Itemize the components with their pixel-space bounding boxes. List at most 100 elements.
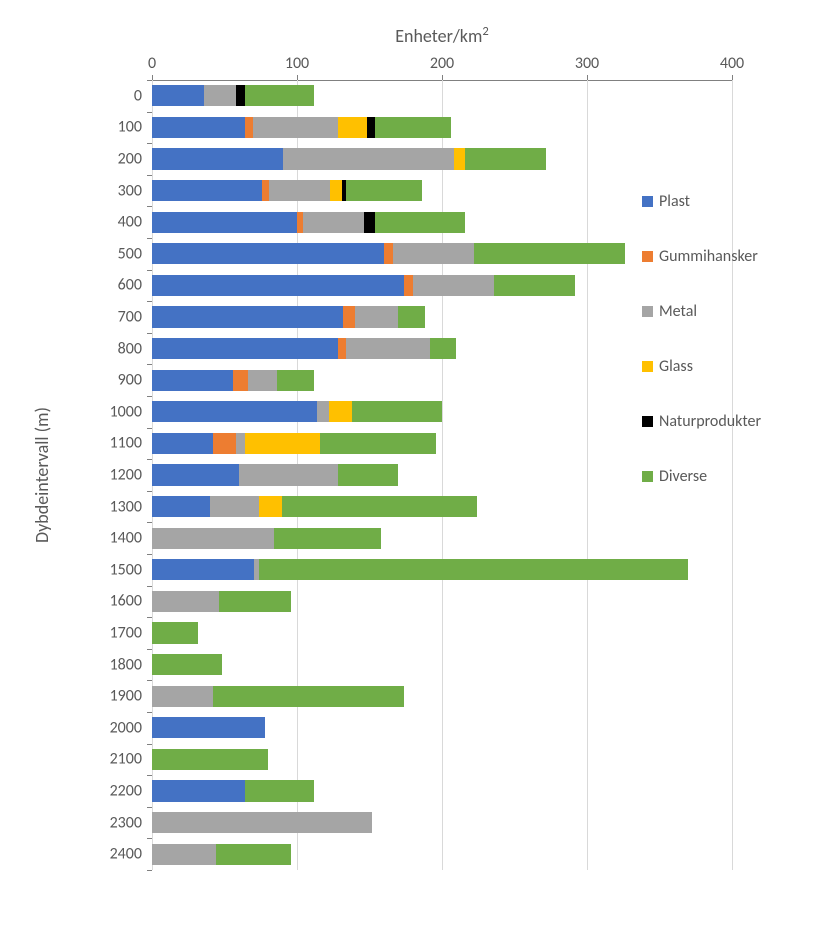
bar-segment-metal [283, 148, 454, 169]
y-category-label: 1300 [110, 497, 152, 516]
bar-segment-metal [346, 338, 430, 359]
bar-segment-plast [152, 338, 338, 359]
bar-segment-plast [152, 559, 254, 580]
legend-swatch [642, 196, 653, 207]
bar-segment-diverse [320, 433, 436, 454]
y-tick [147, 491, 152, 492]
y-category-label: 2100 [110, 750, 152, 769]
bar-segment-diverse [352, 401, 442, 422]
legend-item-diverse: Diverse [642, 467, 761, 486]
y-tick [147, 744, 152, 745]
y-category-label: 2300 [110, 813, 152, 832]
bar-segment-plast [152, 275, 404, 296]
bar-row [152, 749, 268, 770]
legend-item-naturprodukter: Naturprodukter [642, 412, 761, 431]
legend-item-metal: Metal [642, 302, 761, 321]
bar-row [152, 591, 291, 612]
legend-swatch [642, 471, 653, 482]
y-category-label: 800 [118, 339, 152, 358]
bar-segment-diverse [152, 654, 222, 675]
y-category-label: 1500 [110, 560, 152, 579]
bar-segment-metal [152, 591, 219, 612]
y-category-label: 1200 [110, 466, 152, 485]
y-tick [147, 206, 152, 207]
y-tick [147, 143, 152, 144]
bar-row [152, 338, 456, 359]
legend-swatch [642, 306, 653, 317]
legend-item-glass: Glass [642, 357, 761, 376]
bar-segment-diverse [282, 496, 476, 517]
x-tick-label: 0 [148, 54, 156, 73]
bar-segment-metal [355, 306, 399, 327]
bar-segment-plast [152, 780, 245, 801]
bar-segment-diverse [274, 528, 381, 549]
bar-segment-diverse [245, 780, 315, 801]
bar-row [152, 180, 422, 201]
bar-segment-naturprodukter [236, 85, 245, 106]
bar-row [152, 85, 314, 106]
bar-row [152, 148, 546, 169]
x-tick [152, 75, 153, 80]
bar-segment-diverse [430, 338, 456, 359]
bar-segment-plast [152, 180, 262, 201]
y-category-label: 0 [134, 86, 152, 105]
y-tick [147, 112, 152, 113]
x-tick [587, 75, 588, 80]
bar-row [152, 717, 265, 738]
bar-segment-gummihansker [262, 180, 269, 201]
y-tick [147, 459, 152, 460]
y-tick [147, 175, 152, 176]
y-tick [147, 649, 152, 650]
y-category-label: 100 [118, 118, 152, 137]
y-category-label: 600 [118, 276, 152, 295]
y-category-label: 700 [118, 308, 152, 327]
y-category-label: 1400 [110, 529, 152, 548]
bar-segment-metal [210, 496, 259, 517]
bar-row [152, 654, 222, 675]
bar-segment-plast [152, 717, 265, 738]
y-tick [147, 301, 152, 302]
bar-segment-plast [152, 243, 384, 264]
y-tick [147, 680, 152, 681]
bar-row [152, 370, 314, 391]
x-tick [732, 75, 733, 80]
bar-segment-diverse [398, 306, 424, 327]
y-tick [147, 712, 152, 713]
y-tick [147, 270, 152, 271]
bar-segment-metal [253, 117, 337, 138]
bar-segment-plast [152, 464, 239, 485]
bar-segment-metal [152, 844, 216, 865]
y-tick [147, 364, 152, 365]
bar-segment-gummihansker [404, 275, 413, 296]
bar-segment-diverse [474, 243, 625, 264]
bar-row [152, 433, 436, 454]
legend: PlastGummihanskerMetalGlassNaturprodukte… [642, 192, 761, 522]
bar-row [152, 812, 372, 833]
bar-segment-glass [259, 496, 282, 517]
y-category-label: 1800 [110, 655, 152, 674]
y-category-label: 500 [118, 244, 152, 263]
bar-row [152, 117, 451, 138]
bar-segment-plast [152, 117, 245, 138]
y-category-label: 300 [118, 181, 152, 200]
y-tick [147, 238, 152, 239]
y-tick [147, 586, 152, 587]
y-category-label: 200 [118, 150, 152, 169]
legend-swatch [642, 251, 653, 262]
bar-segment-metal [393, 243, 474, 264]
bar-segment-naturprodukter [364, 212, 376, 233]
bar-segment-diverse [152, 622, 198, 643]
x-tick-label: 400 [720, 54, 744, 73]
bar-row [152, 243, 625, 264]
bar-segment-plast [152, 496, 210, 517]
bar-segment-diverse [216, 844, 291, 865]
legend-item-plast: Plast [642, 192, 761, 211]
y-tick [147, 554, 152, 555]
bar-row [152, 559, 688, 580]
bar-segment-glass [330, 180, 342, 201]
chart-container: Enheter/km2 0100200300400010020030040050… [0, 0, 826, 931]
y-tick [147, 80, 152, 81]
bar-segment-plast [152, 306, 343, 327]
bar-row [152, 844, 291, 865]
y-axis-title: Dybdeintervall (m) [31, 407, 53, 543]
